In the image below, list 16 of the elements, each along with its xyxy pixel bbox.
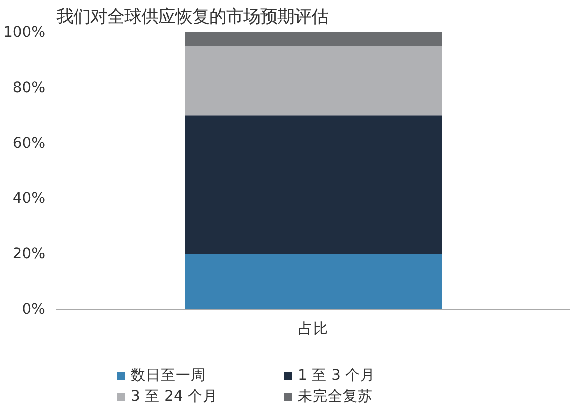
chart-title: 我们对全球供应恢复的市场预期评估 [56, 8, 328, 28]
legend-label: 1 至 3 个月 [298, 366, 377, 385]
x-tick-label: 占比 [298, 320, 328, 338]
bar [185, 46, 442, 116]
y-tick-label: 60% [12, 134, 46, 152]
legend-label: 3 至 24 个月 [131, 387, 219, 406]
bar [185, 116, 442, 254]
legend-label: 数日至一周 [131, 366, 207, 385]
legend-label: 未完全复苏 [298, 387, 374, 406]
y-tick-label: 100% [4, 24, 46, 41]
y-tick-label: 80% [12, 79, 46, 96]
y-tick-label: 0% [22, 301, 46, 318]
bar [185, 254, 442, 310]
bar [185, 32, 442, 46]
y-tick-label: 40% [12, 190, 46, 208]
y-tick-label: 20% [12, 246, 46, 263]
